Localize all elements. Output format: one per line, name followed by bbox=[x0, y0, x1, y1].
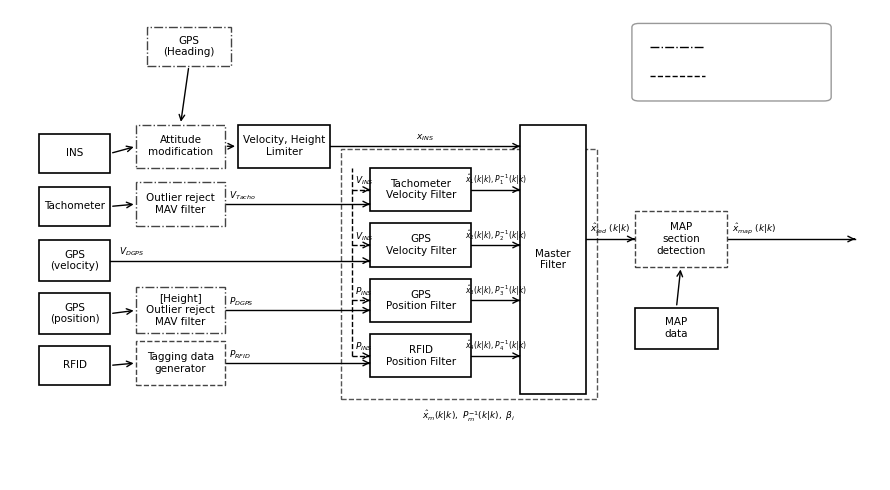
FancyBboxPatch shape bbox=[136, 182, 224, 226]
Text: Master
Filter: Master Filter bbox=[535, 248, 570, 270]
FancyBboxPatch shape bbox=[635, 308, 718, 348]
FancyBboxPatch shape bbox=[370, 223, 472, 267]
FancyBboxPatch shape bbox=[39, 240, 110, 281]
Text: Feedback
Mode: Feedback Mode bbox=[712, 67, 752, 86]
Text: GPS
(velocity): GPS (velocity) bbox=[50, 250, 99, 271]
FancyBboxPatch shape bbox=[136, 124, 224, 168]
FancyBboxPatch shape bbox=[136, 288, 224, 333]
Text: $\hat{x}_1(k|k), P_1^{-1}(k|k)$: $\hat{x}_1(k|k), P_1^{-1}(k|k)$ bbox=[465, 172, 527, 187]
Text: $P_{DGPS}$: $P_{DGPS}$ bbox=[229, 296, 254, 308]
FancyBboxPatch shape bbox=[370, 168, 472, 211]
Text: RFID
Position Filter: RFID Position Filter bbox=[385, 345, 456, 367]
Text: $P_{INS}$: $P_{INS}$ bbox=[355, 341, 373, 353]
Text: GPS
(Heading): GPS (Heading) bbox=[163, 36, 214, 57]
Text: Modified
Block: Modified Block bbox=[712, 37, 748, 56]
Text: $V_{INS}$: $V_{INS}$ bbox=[355, 230, 374, 243]
Text: [Height]
Outlier reject
MAV filter: [Height] Outlier reject MAV filter bbox=[146, 294, 214, 327]
FancyBboxPatch shape bbox=[370, 279, 472, 322]
FancyBboxPatch shape bbox=[39, 134, 110, 173]
FancyBboxPatch shape bbox=[39, 293, 110, 334]
Text: $V_{Tacho}$: $V_{Tacho}$ bbox=[229, 190, 256, 202]
FancyBboxPatch shape bbox=[147, 27, 231, 66]
Text: GPS
Position Filter: GPS Position Filter bbox=[385, 290, 456, 311]
Text: $V_{DGPS}$: $V_{DGPS}$ bbox=[118, 246, 144, 258]
FancyBboxPatch shape bbox=[632, 24, 831, 101]
FancyBboxPatch shape bbox=[39, 346, 110, 385]
Text: $\hat{x}_{fed}\ (k|k)$: $\hat{x}_{fed}\ (k|k)$ bbox=[590, 221, 631, 236]
FancyBboxPatch shape bbox=[39, 187, 110, 226]
Text: $\hat{x}_3(k|k), P_3^{-1}(k|k)$: $\hat{x}_3(k|k), P_3^{-1}(k|k)$ bbox=[465, 283, 527, 298]
FancyBboxPatch shape bbox=[635, 211, 727, 267]
FancyBboxPatch shape bbox=[136, 342, 224, 385]
Text: $P_{RFID}$: $P_{RFID}$ bbox=[229, 348, 251, 361]
Text: MAP
data: MAP data bbox=[665, 318, 688, 339]
Text: $P_{INS}$: $P_{INS}$ bbox=[355, 286, 373, 298]
Text: $\hat{x}_m(k|k),\ P_m^{-1}(k|k),\ \beta_i$: $\hat{x}_m(k|k),\ P_m^{-1}(k|k),\ \beta_… bbox=[422, 409, 515, 424]
Text: $\hat{x}_4(k|k), P_4^{-1}(k|k)$: $\hat{x}_4(k|k), P_4^{-1}(k|k)$ bbox=[465, 339, 527, 353]
Text: RFID: RFID bbox=[62, 361, 86, 370]
FancyBboxPatch shape bbox=[520, 124, 587, 394]
FancyBboxPatch shape bbox=[370, 334, 472, 377]
FancyBboxPatch shape bbox=[238, 124, 330, 168]
Text: $V_{INS}$: $V_{INS}$ bbox=[355, 175, 374, 187]
Text: INS: INS bbox=[66, 148, 84, 158]
Text: Outlier reject
MAV filter: Outlier reject MAV filter bbox=[146, 193, 214, 215]
Text: $\hat{x}_2(k|k), P_2^{-1}(k|k)$: $\hat{x}_2(k|k), P_2^{-1}(k|k)$ bbox=[465, 228, 527, 243]
Text: Velocity, Height
Limiter: Velocity, Height Limiter bbox=[243, 135, 325, 157]
Text: Tachometer: Tachometer bbox=[44, 201, 105, 212]
Text: Tagging data
generator: Tagging data generator bbox=[147, 352, 214, 374]
Text: Attitude
modification: Attitude modification bbox=[148, 135, 213, 157]
Text: $x_{INS}$: $x_{INS}$ bbox=[417, 133, 434, 144]
Text: $\hat{x}_{map}\ (k|k)$: $\hat{x}_{map}\ (k|k)$ bbox=[732, 221, 776, 236]
Text: Tachometer
Velocity Filter: Tachometer Velocity Filter bbox=[385, 179, 456, 200]
Text: GPS
Velocity Filter: GPS Velocity Filter bbox=[385, 234, 456, 256]
Text: GPS
(position): GPS (position) bbox=[50, 303, 100, 324]
Text: MAP
section
detection: MAP section detection bbox=[656, 222, 706, 256]
